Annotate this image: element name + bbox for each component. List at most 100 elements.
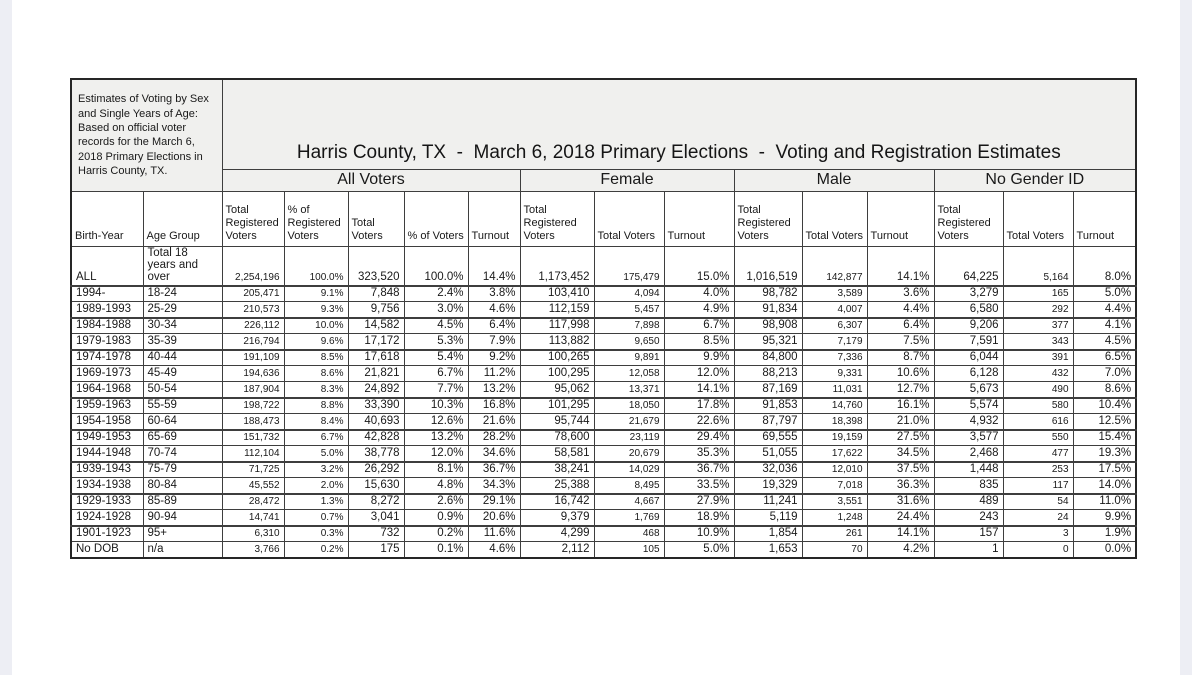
cell-value: 7,179: [801, 333, 868, 351]
cell-value: 95,062: [519, 381, 595, 399]
column-header: Turnout: [663, 190, 735, 247]
cell-value: 14,029: [593, 461, 665, 478]
cell-birth-year: 1979-1983: [70, 333, 144, 351]
column-header: % of Voters: [403, 190, 469, 247]
cell-value: 7.7%: [403, 381, 469, 399]
cell-value: 101,295: [519, 397, 595, 414]
cell-value: 14.1%: [866, 245, 935, 287]
cell-value: 1,016,519: [733, 245, 803, 287]
cell-value: 732: [347, 525, 405, 542]
cell-value: 9,331: [801, 365, 868, 382]
cell-value: 432: [1002, 365, 1074, 382]
cell-value: 6,580: [933, 301, 1004, 319]
cell-value: 9.3%: [283, 301, 349, 319]
cell-value: 100.0%: [403, 245, 469, 287]
column-header: Total Registered Voters: [933, 190, 1004, 247]
cell-value: 20.6%: [467, 509, 521, 527]
cell-value: 10.9%: [663, 525, 735, 542]
cell-value: 21,679: [593, 413, 665, 431]
cell-value: 24.4%: [866, 509, 935, 527]
cell-value: 165: [1002, 285, 1074, 302]
cell-value: 550: [1002, 429, 1074, 446]
cell-value: 14.4%: [467, 245, 521, 287]
cell-value: 477: [1002, 445, 1074, 463]
table-row: 1979-1983 35-39 216,794 9.6% 17,172 5.3% 7.9% 1…: [70, 333, 1137, 351]
cell-value: 198,722: [221, 397, 285, 414]
cell-value: 17.8%: [663, 397, 735, 414]
cell-age-group: n/a: [142, 541, 223, 558]
cell-value: 54: [1002, 493, 1074, 510]
cell-value: 4.9%: [663, 301, 735, 319]
cell-birth-year: 1969-1973: [70, 365, 144, 382]
cell-value: 9,206: [933, 317, 1004, 334]
cell-value: 1: [933, 541, 1004, 558]
cell-value: 9.6%: [283, 333, 349, 351]
title-row: Estimates of Voting by Sex and Single Ye…: [70, 78, 1137, 192]
cell-value: 343: [1002, 333, 1074, 351]
cell-value: 9.1%: [283, 285, 349, 302]
cell-birth-year: 1959-1963: [70, 397, 144, 414]
cell-value: 3.0%: [403, 301, 469, 319]
cell-value: 7,898: [593, 317, 665, 334]
cell-value: 100,265: [519, 349, 595, 366]
cell-value: 20,679: [593, 445, 665, 463]
cell-value: 6,044: [933, 349, 1004, 366]
cell-value: 8.5%: [663, 333, 735, 351]
cell-value: 11,241: [733, 493, 803, 510]
table-body: ALL Total 18 years and over 2,254,196 100.0…: [70, 245, 1137, 558]
table-row: 1949-1953 65-69 151,732 6.7% 42,828 13.2% 28.2…: [70, 429, 1137, 446]
group-header-row: All Voters Female Male No Gender ID: [71, 168, 1137, 192]
cell-value: 5,119: [733, 509, 803, 527]
cell-value: 6,307: [801, 317, 868, 334]
cell-value: 8.5%: [283, 349, 349, 366]
cell-value: 14,741: [221, 509, 285, 527]
page-title: Harris County, TX - March 6, 2018 Primar…: [221, 78, 1137, 170]
column-header: Total Registered Voters: [733, 190, 803, 247]
cell-value: 1,173,452: [519, 245, 595, 287]
cell-age-group: 45-49: [142, 365, 223, 382]
cell-value: 2.0%: [283, 477, 349, 495]
cell-value: 7.9%: [467, 333, 521, 351]
cell-age-group: 18-24: [142, 285, 223, 302]
cell-value: 7,018: [801, 477, 868, 495]
cell-value: 292: [1002, 301, 1074, 319]
group-header-female: Female: [519, 168, 735, 192]
cell-value: 113,882: [519, 333, 595, 351]
cell-value: 0.1%: [403, 541, 469, 558]
cell-value: 12.0%: [663, 365, 735, 382]
cell-value: 580: [1002, 397, 1074, 414]
table-row: 1929-1933 85-89 28,472 1.3% 8,272 2.6% 29.1% 16…: [70, 493, 1137, 510]
cell-value: 3.6%: [866, 285, 935, 302]
cell-value: 10.0%: [283, 317, 349, 334]
cell-value: 8.6%: [283, 365, 349, 382]
cell-value: 38,241: [519, 461, 595, 478]
cell-birth-year: 1901-1923: [70, 525, 144, 542]
cell-value: 12,058: [593, 365, 665, 382]
cell-value: 51,055: [733, 445, 803, 463]
table-row: 1989-1993 25-29 210,573 9.3% 9,756 3.0% 4.6% 11…: [70, 301, 1137, 319]
cell-value: 13,371: [593, 381, 665, 399]
cell-value: 33,390: [347, 397, 405, 414]
cell-value: 84,800: [733, 349, 803, 366]
cell-age-group: 35-39: [142, 333, 223, 351]
cell-value: 3: [1002, 525, 1074, 542]
cell-value: 8,495: [593, 477, 665, 495]
cell-value: 4.1%: [1072, 317, 1137, 334]
cell-age-group: 30-34: [142, 317, 223, 334]
cell-value: 6.4%: [866, 317, 935, 334]
cell-value: 117,998: [519, 317, 595, 334]
cell-value: 191,109: [221, 349, 285, 366]
cell-value: 19,329: [733, 477, 803, 495]
cell-value: 6.7%: [283, 429, 349, 446]
cell-value: 105: [593, 541, 665, 558]
table-row: 1954-1958 60-64 188,473 8.4% 40,693 12.6% 21.6…: [70, 413, 1137, 431]
cell-birth-year: 1924-1928: [70, 509, 144, 527]
cell-value: 8.3%: [283, 381, 349, 399]
cell-value: 5.0%: [663, 541, 735, 558]
cell-value: 157: [933, 525, 1004, 542]
column-header: Total Voters: [1002, 190, 1074, 247]
cell-value: 71,725: [221, 461, 285, 478]
cell-value: 9.2%: [467, 349, 521, 366]
cell-value: 468: [593, 525, 665, 542]
cell-value: 91,834: [733, 301, 803, 319]
